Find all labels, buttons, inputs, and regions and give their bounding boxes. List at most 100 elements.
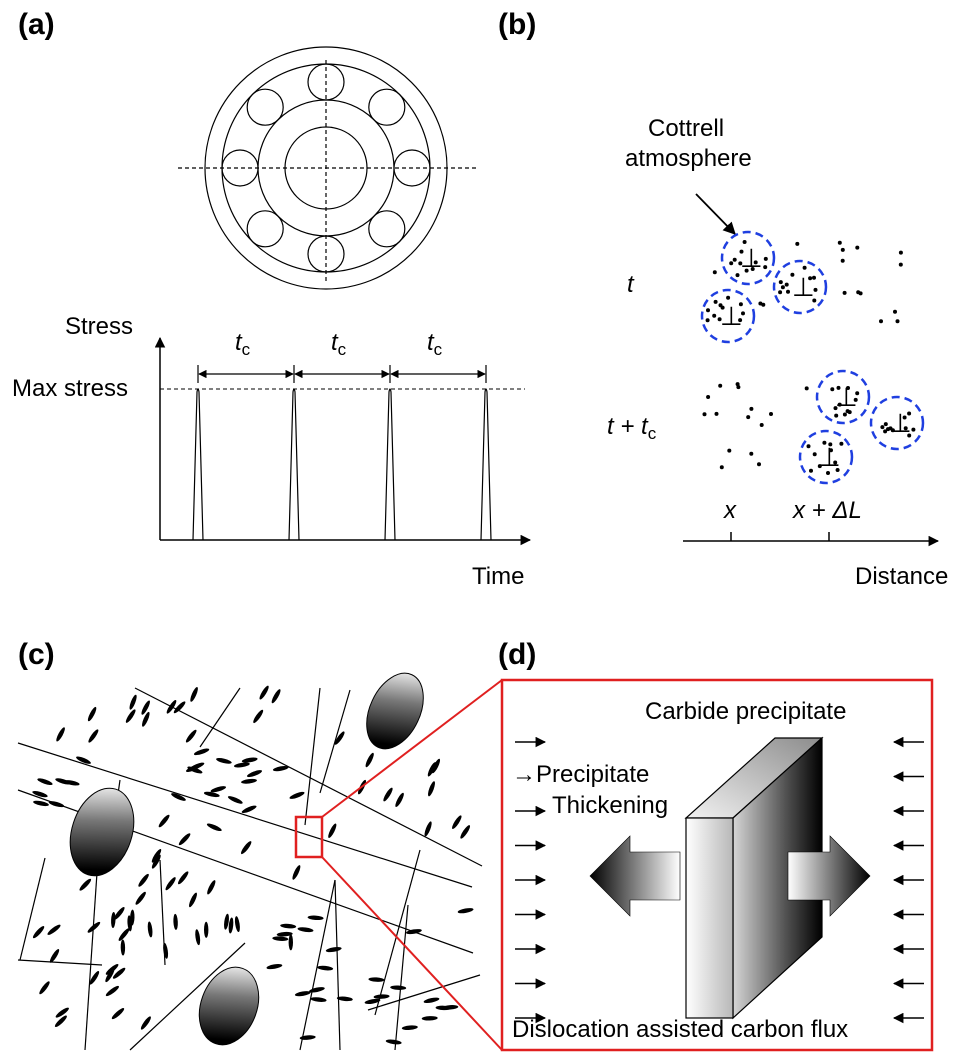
carbide-needle [39, 981, 50, 995]
carbide-needle [189, 892, 197, 908]
solute-atom [806, 444, 811, 449]
carbide-needle [297, 927, 314, 933]
grain-boundary [374, 849, 421, 1016]
solute-atom [842, 290, 847, 295]
carbide-needle [227, 796, 243, 804]
solute-atom [763, 265, 768, 270]
carbide-needle [112, 967, 126, 979]
carbide-needle [195, 929, 201, 946]
solute-atom [879, 319, 883, 324]
carbide-needle [140, 1016, 151, 1030]
carbide-needle [210, 786, 226, 793]
carbide-needle [163, 942, 169, 959]
bearing-balls [221, 63, 431, 273]
position-x-label: x [723, 497, 737, 524]
dislocation-symbol: ⊥ [889, 408, 912, 438]
carbide-needle [173, 913, 178, 930]
solute-atom [842, 412, 847, 417]
carbide-needle [178, 833, 191, 846]
stress-pulses [192, 388, 492, 541]
carbide-needle [190, 687, 198, 702]
carbide-needle [171, 793, 186, 801]
carbide-needle [56, 727, 65, 742]
solute-atom [837, 402, 842, 407]
atmosphere-ring [798, 429, 854, 485]
carbide-needle [259, 685, 269, 700]
carbide-needle [87, 706, 97, 722]
carbide-needle [390, 985, 407, 990]
solute-atom [750, 267, 755, 271]
carbide-needle [37, 778, 53, 786]
bearing-outer-ring [204, 46, 448, 290]
carbide-needle [111, 1008, 125, 1020]
bearing-ball [307, 63, 345, 101]
solute-atom [741, 311, 745, 316]
carbide-needle [111, 912, 116, 928]
cottrell-atmosphere: ⊥ [720, 230, 776, 286]
atmosphere-ring [720, 230, 776, 286]
carbide-needle [365, 752, 374, 768]
solute-atom [780, 285, 785, 290]
solute-atom [813, 287, 818, 292]
bearing-ball [393, 149, 431, 187]
carbide-needle [114, 906, 125, 920]
grain-boundary [129, 942, 246, 1051]
stress-pulse [384, 388, 396, 541]
solute-atom [744, 268, 749, 273]
precipitate-thickening-line-1: →Precipitate [512, 761, 649, 788]
carbide-needle [178, 871, 189, 885]
solute-atom [812, 298, 817, 303]
cottrell-atmosphere: ⊥ [869, 395, 925, 451]
carbide-needle [289, 791, 305, 799]
solute-atom [835, 468, 840, 472]
solute-atom [809, 468, 813, 473]
carbide-needle [435, 1005, 452, 1011]
precipitate-thickening-line-2: Thickening [552, 792, 668, 819]
solute-atom [880, 425, 885, 430]
carbide-needle [241, 778, 257, 784]
carbide-needle [173, 701, 186, 714]
solute-atom [712, 270, 717, 275]
carbide-needle [88, 729, 99, 743]
solute-atom [735, 382, 740, 387]
thickening-arrow-right [787, 835, 871, 917]
callout-line-2: atmosphere [625, 145, 752, 172]
solute-atom [778, 280, 783, 285]
stress-pulse [288, 388, 300, 541]
carbide-needle [280, 923, 297, 929]
solute-atom [738, 261, 743, 266]
max-stress-label: Max stress [12, 375, 128, 402]
solute-atom [732, 257, 737, 262]
panel-d-label: (d) [498, 638, 536, 671]
solute-atom [834, 413, 839, 418]
carbide-needle [234, 916, 240, 933]
solute-atom [839, 441, 844, 446]
solute-atom [749, 406, 754, 411]
panel-a-label: (a) [18, 8, 55, 41]
carbide-precipitate-label: Carbide precipitate [645, 698, 846, 725]
cottrell-atmospheres: ⊥ ⊥ ⊥ ⊥ ⊥ ⊥ [700, 230, 925, 485]
carbide-needle [32, 790, 48, 798]
stress-pulse [480, 388, 492, 541]
solute-atom [895, 319, 900, 324]
carbide-needle [89, 970, 100, 985]
carbide-needle [203, 921, 209, 938]
carbide-needle [272, 936, 289, 941]
solute-atom [753, 260, 758, 265]
solute-atom [822, 440, 827, 445]
solute-atom [826, 471, 830, 475]
atmosphere-ring [869, 395, 925, 451]
carbide-particle [366, 672, 424, 750]
dislocation-symbol: ⊥ [720, 301, 743, 331]
panel-c: (c) [17, 638, 503, 1051]
cycle-interval-arrows [197, 365, 487, 383]
dislocation-symbol: ⊥ [740, 243, 763, 273]
solute-atom [717, 317, 722, 322]
carbide-needle [385, 1039, 402, 1045]
dislocation-symbol: ⊥ [792, 272, 815, 302]
carbide-needle [373, 994, 390, 999]
carbide-needle [423, 997, 440, 1004]
solute-atoms [702, 240, 903, 470]
solute-atom [784, 282, 789, 287]
solute-atom [902, 415, 907, 420]
